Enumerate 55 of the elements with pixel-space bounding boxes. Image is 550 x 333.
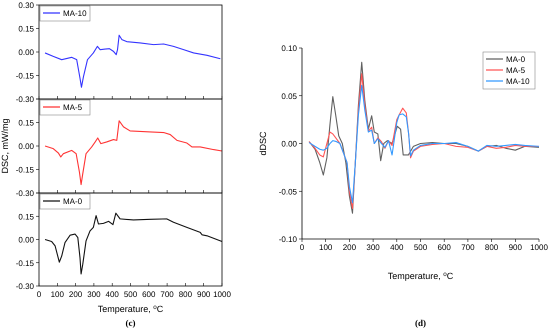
x-tick-label: 900 — [197, 290, 211, 299]
y-tick-label: 0.00 — [281, 140, 298, 148]
y-tick-label: 0.05 — [281, 92, 298, 101]
legend-label: MA-5 — [506, 66, 526, 75]
line-series — [44, 212, 223, 274]
x-tick-label: 800 — [178, 290, 193, 299]
x-tick-label: 700 — [461, 243, 476, 252]
y-tick-label: 0.00 — [18, 142, 35, 151]
y-tick-label: 0.30 — [18, 1, 35, 10]
y-tick-label: 0.00 — [18, 236, 35, 244]
x-tick-label: 400 — [106, 290, 120, 299]
x-tick-label: 100 — [50, 290, 65, 299]
x-tick-label: 900 — [508, 243, 523, 252]
x-tick-label: 600 — [142, 290, 156, 299]
y-tick-label: -0.15 — [16, 72, 35, 80]
y-tick-label: -0.05 — [278, 187, 298, 196]
x-axis-title: Temperature, $^{o}$C — [98, 304, 164, 314]
x-tick-label: 0 — [300, 243, 305, 252]
x-tick-label: 1000 — [213, 290, 232, 299]
line-series — [44, 34, 221, 88]
legend-label: MA-10 — [506, 77, 530, 86]
text: (c) — [126, 318, 136, 328]
y-tick-label: 0.00 — [18, 48, 35, 57]
x-tick-label: 300 — [87, 290, 102, 299]
x-tick-label: 200 — [342, 243, 357, 252]
x-tick-label: 300 — [366, 243, 380, 252]
x-axis-title: Temperature, $^{o}$C — [388, 270, 454, 281]
y-axis-title: DSC, mW/mg — [0, 118, 10, 174]
legend-label: MA-5 — [63, 103, 83, 112]
x-tick-label: 100 — [319, 243, 333, 252]
y-tick-label: -0.15 — [16, 166, 35, 174]
legend-label: MA-10 — [63, 9, 88, 18]
x-tick-label: 600 — [438, 243, 452, 252]
y-tick-label: -0.30 — [16, 95, 35, 104]
y-tick-label: -0.10 — [278, 235, 298, 244]
x-tick-label: 500 — [414, 243, 428, 252]
y-tick-label: 0.15 — [18, 212, 35, 222]
legend-label: MA-0 — [63, 197, 83, 206]
y-tick-label: -0.15 — [16, 258, 35, 268]
x-tick-label: 800 — [484, 243, 499, 252]
x-tick-label: 700 — [160, 290, 174, 299]
y-tick-label: 0.15 — [18, 24, 35, 34]
x-tick-label: 0 — [36, 290, 42, 299]
y-tick-label: 0.15 — [18, 118, 35, 128]
x-tick-label: 500 — [124, 290, 138, 299]
y-tick-label: -0.30 — [16, 282, 35, 291]
x-tick-label: 400 — [390, 243, 404, 252]
legend-label: MA-0 — [506, 55, 526, 64]
line-series — [44, 120, 223, 186]
y-tick-label: -0.30 — [16, 189, 35, 198]
y-tick-label: 0.10 — [281, 44, 298, 53]
x-tick-label: 1000 — [530, 243, 548, 252]
y-axis-title: dDSC — [258, 131, 268, 156]
text: (d) — [415, 318, 426, 328]
x-tick-label: 200 — [68, 290, 83, 299]
